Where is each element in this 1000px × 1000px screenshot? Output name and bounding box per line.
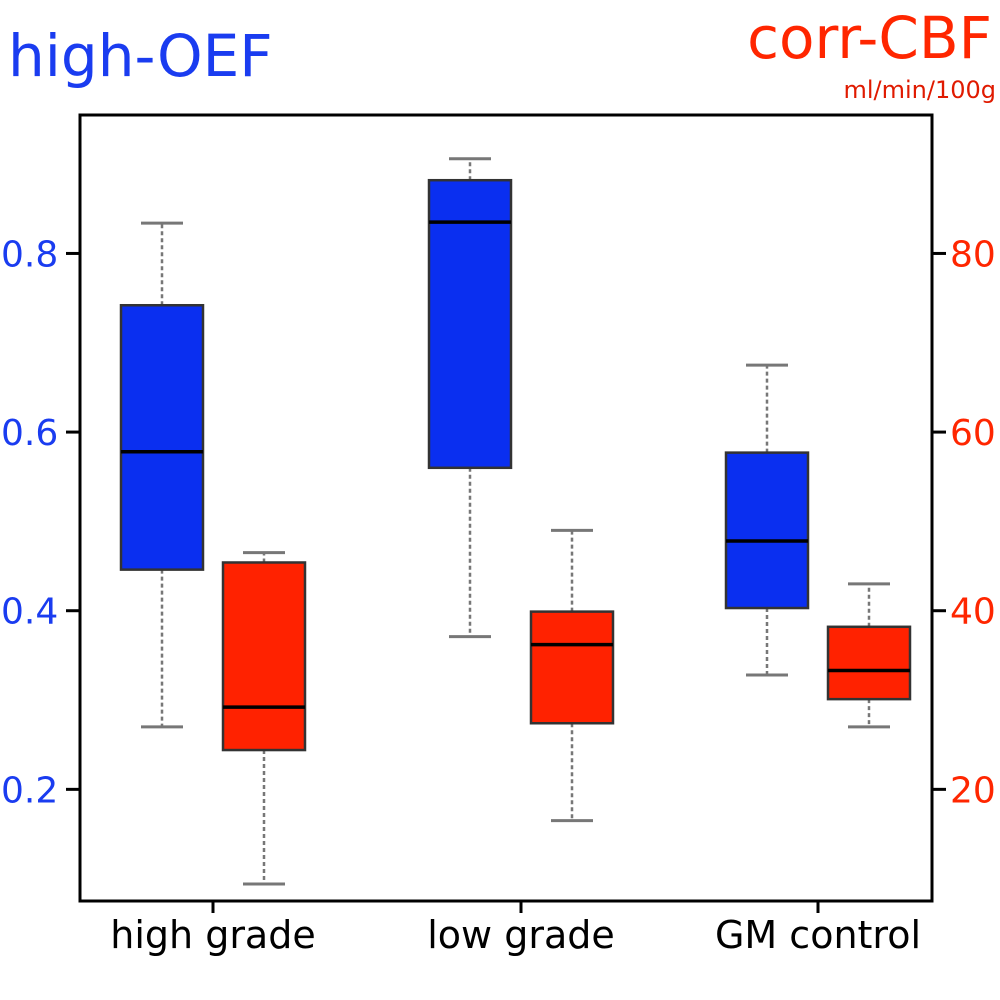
box-left-2: [724, 363, 810, 677]
left-tick-label: 0.4: [1, 592, 58, 633]
left-tick-label: 0.8: [1, 234, 58, 275]
box-left-0: [119, 221, 205, 729]
box-iqr: [826, 625, 912, 701]
left-tick-label: 0.6: [1, 413, 58, 454]
left-axis-title: high-OEF: [8, 22, 273, 90]
category-labels: high grade low grade GM control: [110, 901, 921, 957]
left-axis-ticks: 0.2 0.4 0.6 0.8: [1, 234, 80, 811]
box-left-1: [427, 157, 513, 639]
category-label: low grade: [427, 913, 615, 957]
box-right-1: [529, 528, 615, 823]
box-iqr: [119, 303, 205, 571]
right-axis-ticks: 20 40 60 80: [932, 234, 996, 811]
box-right-0: [221, 551, 307, 886]
right-axis-title: corr-CBF: [747, 4, 992, 72]
boxes-layer: [119, 157, 912, 886]
plot-frame: [78, 113, 934, 903]
category-label: GM control: [715, 913, 921, 957]
box-right-2: [826, 582, 912, 729]
box-iqr: [221, 561, 307, 752]
box-iqr: [529, 610, 615, 725]
right-axis-unit: ml/min/100g: [843, 76, 996, 104]
left-tick-label: 0.2: [1, 770, 58, 811]
box-iqr: [427, 178, 513, 470]
right-tick-label: 40: [950, 592, 996, 633]
category-label: high grade: [110, 913, 315, 957]
right-tick-label: 20: [950, 770, 996, 811]
right-tick-label: 80: [950, 234, 996, 275]
box-iqr: [724, 451, 810, 610]
right-tick-label: 60: [950, 413, 996, 454]
